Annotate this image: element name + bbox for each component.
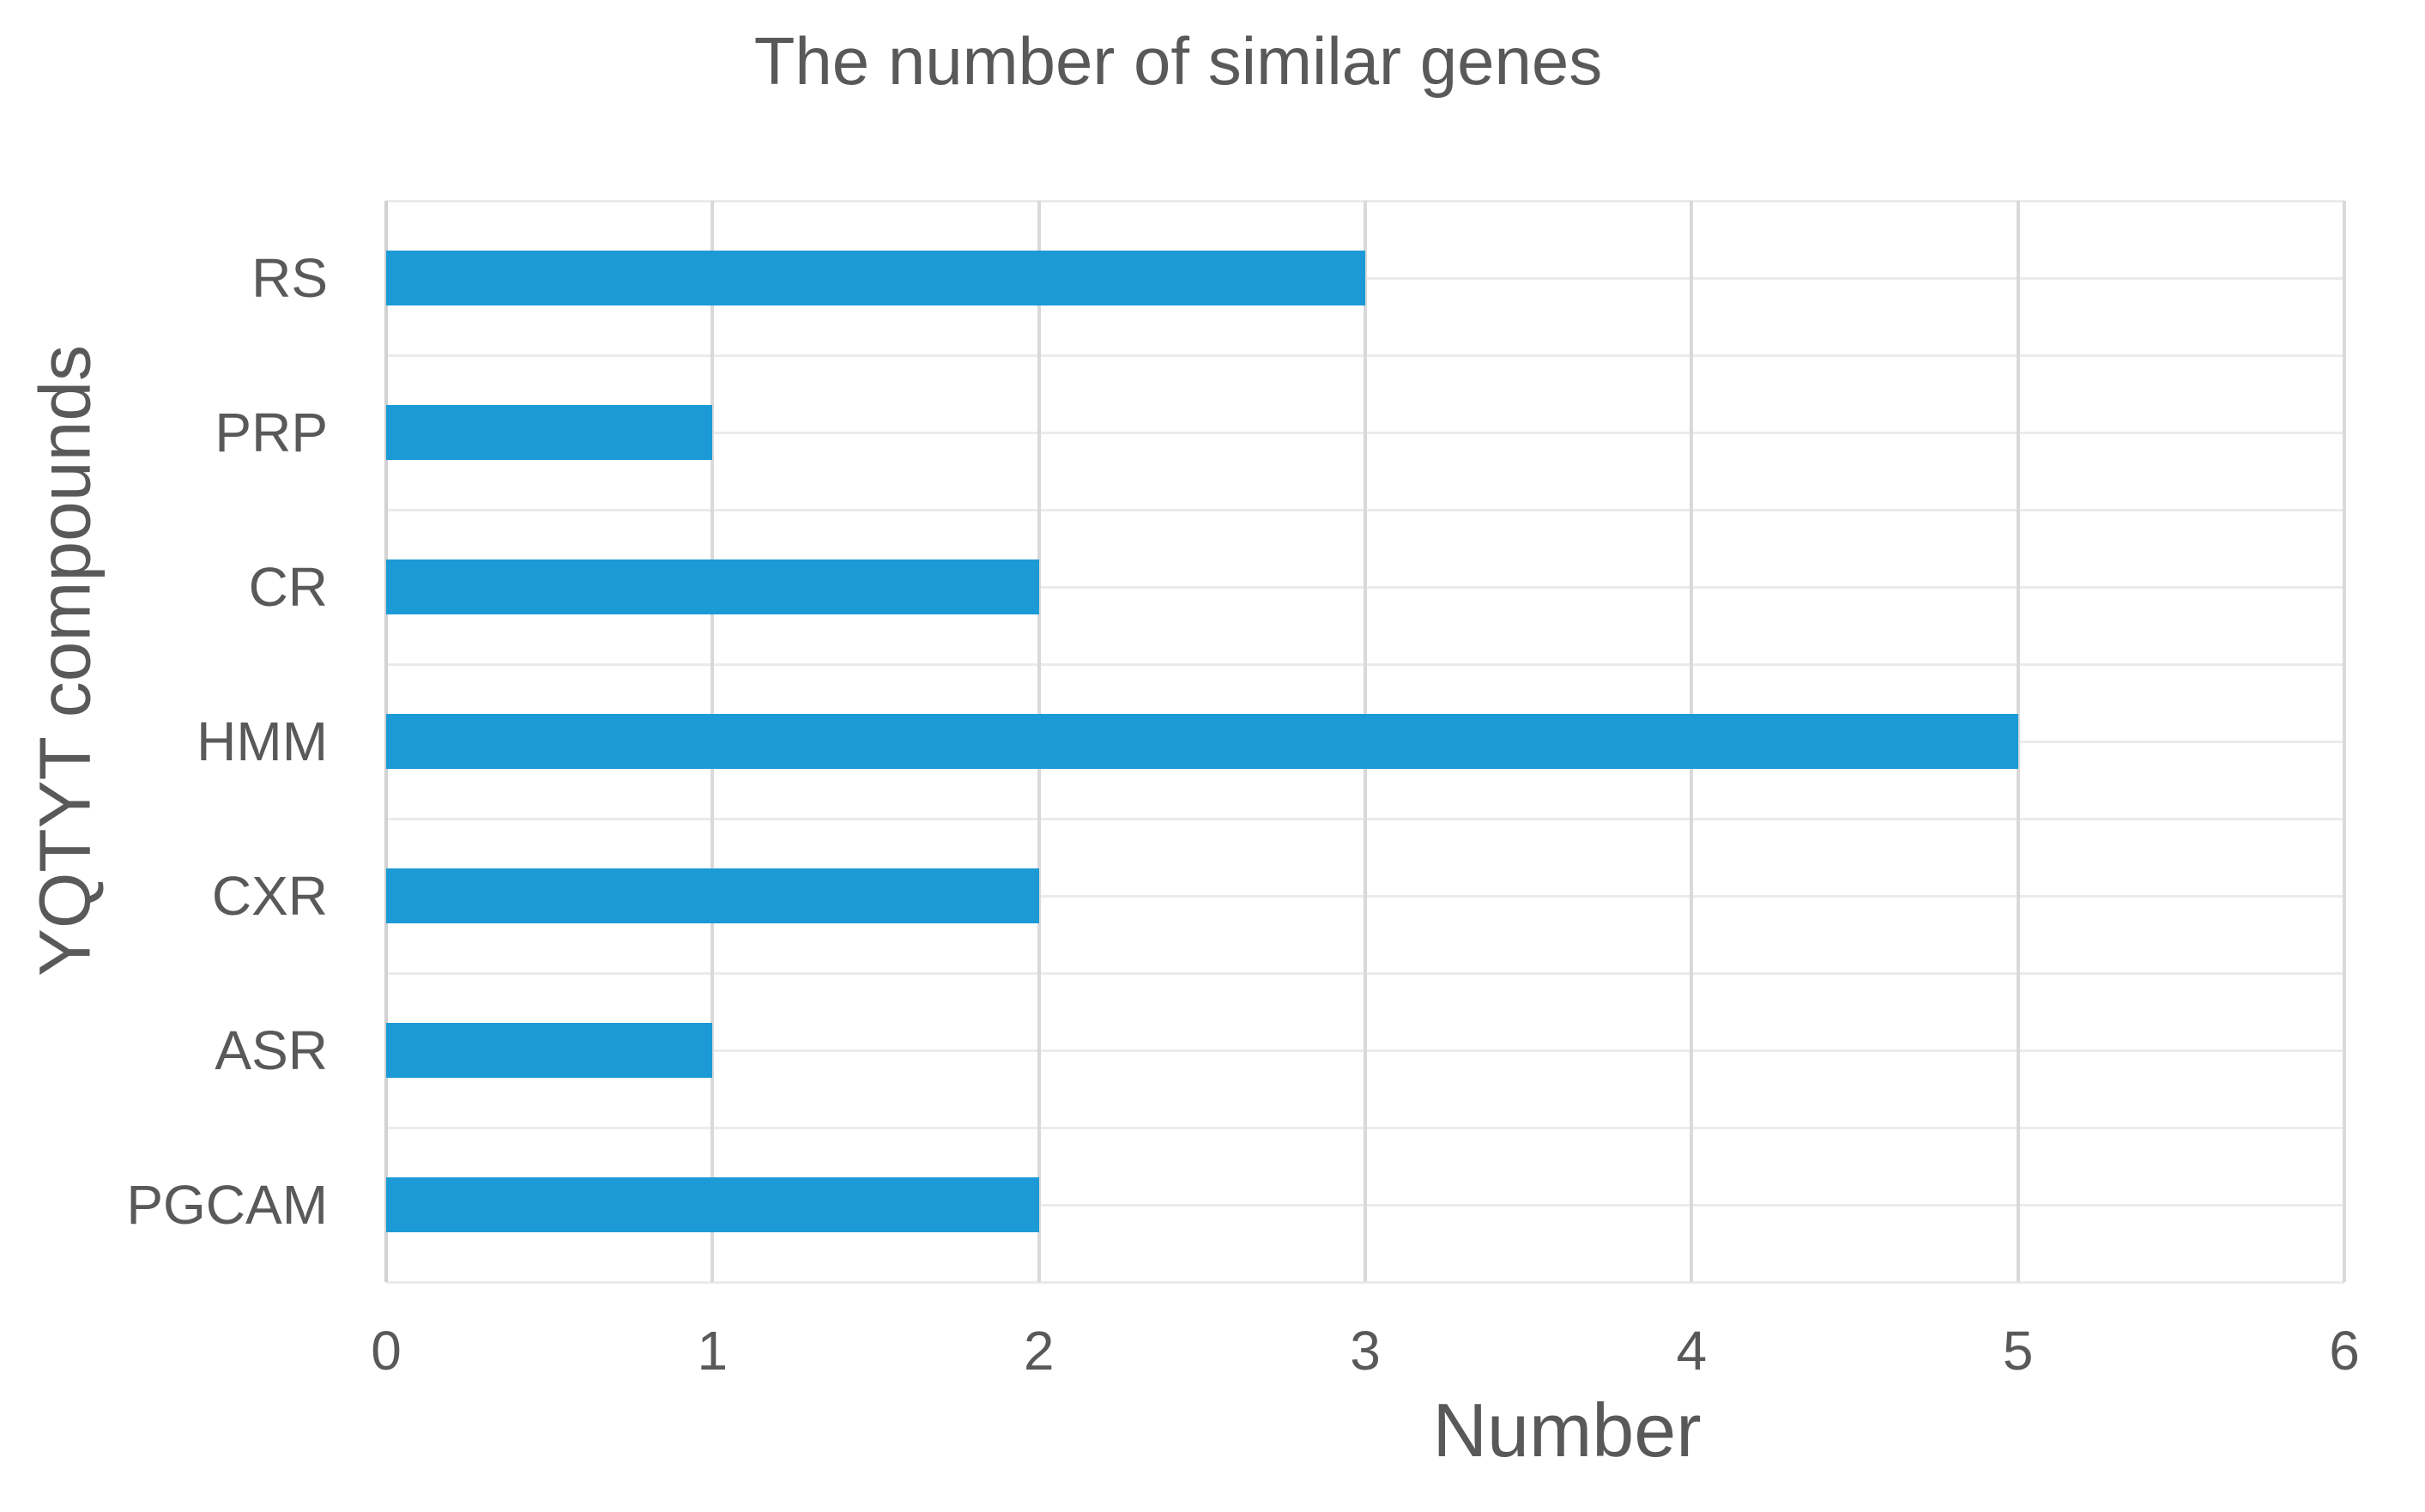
v-gridline (2343, 201, 2346, 1282)
bar-RS (386, 251, 1365, 305)
category-label: PGCAM (126, 1174, 328, 1236)
category-label: CR (248, 556, 328, 618)
bar-HMM (386, 714, 2018, 769)
bar-CXR (386, 868, 1039, 923)
bar-ASR (386, 1023, 713, 1078)
bar-PGCAM (386, 1177, 1039, 1232)
x-tick-label: 4 (1676, 1320, 1708, 1382)
category-label: CXR (211, 865, 328, 927)
bar-CR (386, 559, 1039, 614)
x-tick-label: 5 (2002, 1320, 2034, 1382)
category-label: ASR (215, 1019, 328, 1081)
chart-title: The number of similar genes (753, 23, 1603, 99)
category-label: PRP (215, 402, 328, 463)
h-gridline (386, 1280, 2344, 1284)
x-tick-label: 3 (1350, 1320, 1381, 1382)
v-gridline (2016, 201, 2020, 1282)
x-tick-label: 6 (2329, 1320, 2360, 1382)
x-tick-label: 1 (697, 1320, 729, 1382)
category-label: HMM (197, 711, 328, 772)
category-label: RS (251, 247, 328, 309)
x-tick-label: 0 (371, 1320, 402, 1382)
x-axis-title: Number (1432, 1388, 1702, 1473)
plot-area (384, 199, 2346, 1284)
bar-PRP (386, 405, 713, 460)
x-tick-label: 2 (1023, 1320, 1055, 1382)
